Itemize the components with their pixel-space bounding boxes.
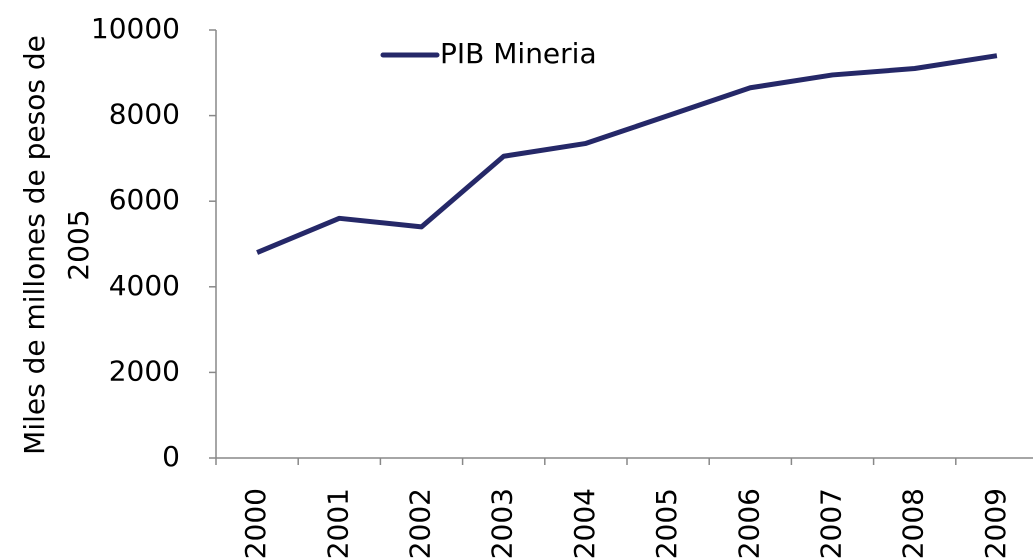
x-tick-label: 2003: [486, 488, 519, 558]
x-tick-label: 2005: [650, 488, 683, 558]
y-tick-label: 0: [162, 440, 180, 473]
x-tick-label: 2000: [239, 488, 272, 558]
data-line: [256, 53, 998, 255]
y-tick-label: 10000: [91, 12, 180, 45]
y-tick-label: 8000: [109, 98, 180, 131]
x-tick-label: 2001: [321, 488, 354, 558]
x-tick-label: 2004: [568, 488, 601, 558]
y-tick-label: 2000: [109, 354, 180, 387]
x-tick-label: 2006: [732, 488, 765, 558]
x-tick-label: 2009: [979, 488, 1012, 558]
x-tick-label: 2008: [897, 488, 930, 558]
x-tick-label: 2002: [404, 488, 437, 558]
y-tick-label: 6000: [109, 183, 180, 216]
legend-label: PIB Mineria: [440, 37, 597, 70]
y-tick-label: 4000: [109, 269, 180, 302]
x-tick-label: 2007: [815, 488, 848, 558]
